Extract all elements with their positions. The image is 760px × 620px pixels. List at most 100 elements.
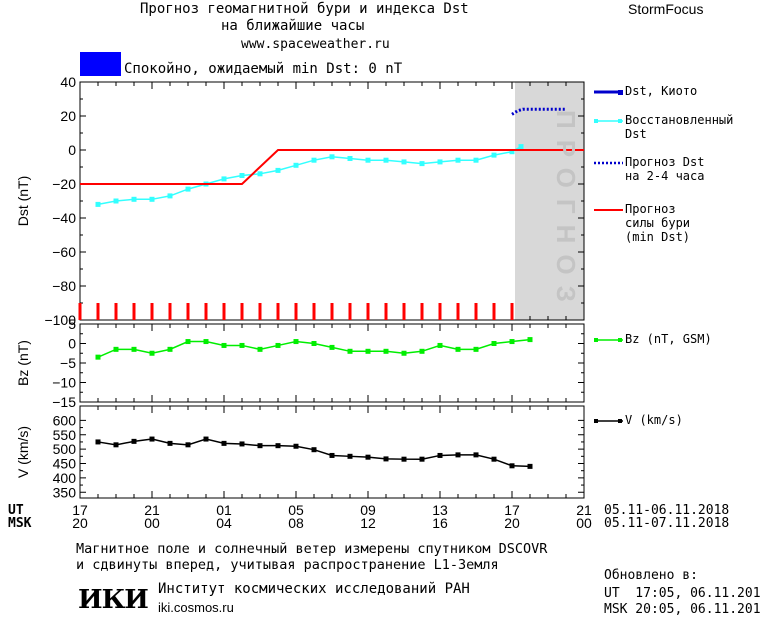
- ut-label: UT: [8, 503, 24, 518]
- bz-point: [221, 342, 227, 348]
- y-tick-label: −100: [44, 312, 76, 328]
- bz-point: [419, 348, 425, 354]
- dst-restored-point: [257, 171, 263, 177]
- updated-msk: MSK 20:05, 06.11.2018: [604, 602, 760, 617]
- legend-kyoto-swatch: [593, 84, 625, 98]
- footer-note-1: Магнитное поле и солнечный ветер измерен…: [76, 541, 548, 557]
- v-point: [437, 452, 443, 458]
- v-point: [401, 456, 407, 462]
- y-axis-label: Dst (nT): [15, 176, 31, 227]
- ut-tick-label: 21: [144, 502, 160, 518]
- bz-point: [203, 339, 209, 345]
- dst-restored-point: [329, 154, 335, 160]
- dst-restored-point: [221, 176, 227, 182]
- updated-ut: UT 17:05, 06.11.2018: [604, 586, 760, 601]
- y-tick-label: 450: [53, 456, 77, 472]
- legend-kyoto-label: Dst, Киото: [625, 84, 698, 98]
- dst-restored-point: [491, 152, 497, 158]
- legend-v-swatch: [593, 413, 625, 427]
- ut-tick-label: 05: [288, 502, 304, 518]
- msk-tick-label: 04: [216, 515, 232, 531]
- dst-restored-point: [185, 186, 191, 192]
- legend-v: V (km/s): [593, 413, 683, 427]
- v-point: [383, 456, 389, 462]
- forecast-zone: [515, 82, 584, 320]
- v-point: [527, 463, 533, 469]
- legend-storm-forecast: Прогноз силы бури (min Dst): [593, 202, 690, 244]
- v-point: [365, 454, 371, 460]
- v-point: [329, 452, 335, 458]
- legend-v-label: V (km/s): [625, 413, 683, 427]
- bz-point: [491, 341, 497, 346]
- dst-restored-point: [401, 159, 407, 165]
- dst-restored-point: [455, 157, 461, 163]
- y-tick-label: 500: [53, 441, 77, 457]
- dst-restored-point: [365, 157, 371, 163]
- dst-restored-point: [293, 162, 299, 168]
- dst-restored-point: [239, 173, 245, 178]
- msk-tick-label: 08: [288, 515, 304, 531]
- ut-tick-label: 13: [432, 502, 448, 518]
- ut-tick-label: 01: [216, 502, 232, 518]
- legend-forecast-swatch: [593, 155, 625, 169]
- bz-point: [275, 342, 281, 348]
- msk-tick-label: 00: [144, 515, 160, 531]
- dst-restored-point: [383, 157, 389, 163]
- v-point: [509, 463, 515, 469]
- legend-dst-forecast: Прогноз Dst на 2-4 часа: [593, 155, 704, 183]
- v-point: [203, 436, 209, 442]
- bz-point: [509, 339, 515, 345]
- v-line: [97, 438, 531, 468]
- msk-range: 05.11-07.11.2018: [604, 516, 730, 531]
- bz-point: [311, 341, 317, 346]
- bz-point: [293, 339, 299, 345]
- dst-restored-point: [347, 156, 353, 161]
- v-point: [167, 440, 173, 446]
- bz-point: [149, 350, 155, 356]
- msk-label: MSK: [8, 516, 32, 531]
- msk-tick-label: 20: [72, 515, 88, 531]
- legend-dst-restored: Восстановленный Dst: [593, 113, 733, 141]
- bz-panel-frame: [79, 323, 585, 403]
- institute-site[interactable]: iki.cosmos.ru: [158, 600, 234, 615]
- y-tick-label: −80: [52, 278, 76, 294]
- y-tick-label: −40: [52, 210, 76, 226]
- bz-point: [437, 342, 443, 348]
- y-tick-label: 20: [60, 108, 76, 124]
- v-point: [95, 439, 101, 445]
- msk-tick-label: 00: [576, 515, 592, 531]
- ut-range: 05.11-06.11.2018: [604, 503, 730, 518]
- y-tick-label: 350: [53, 484, 77, 500]
- y-tick-label: 600: [53, 412, 77, 428]
- legend-forecast-label: Прогноз Dst на 2-4 часа: [625, 155, 705, 183]
- y-tick-label: −15: [52, 394, 76, 410]
- dst-restored-point: [437, 159, 443, 165]
- dst-restored-point: [149, 196, 155, 202]
- dst-restored-point: [95, 201, 101, 207]
- institute-name: Институт космических исследований РАН: [158, 581, 470, 597]
- storm-forecast-line: [80, 149, 584, 185]
- bz-point: [131, 346, 137, 352]
- legend-dst-kyoto: Dst, Киото: [593, 84, 697, 98]
- legend-bz-label: Bz (nT, GSM): [625, 332, 712, 346]
- y-tick-label: −5: [60, 355, 76, 371]
- v-point: [275, 443, 281, 449]
- y-tick-label: 0: [68, 142, 76, 158]
- v-point: [149, 436, 155, 442]
- v-panel-frame: [79, 405, 585, 499]
- status-text: Спокойно, ожидаемый min Dst: 0 nT: [124, 61, 403, 77]
- site-url[interactable]: www.spaceweather.ru: [241, 37, 390, 52]
- legend-bz: Bz (nT, GSM): [593, 332, 712, 346]
- dst-restored-line: [97, 145, 522, 206]
- status-swatch: [80, 52, 121, 76]
- dst-restored-point: [131, 196, 137, 202]
- y-tick-label: 0: [68, 336, 76, 352]
- bz-point: [527, 337, 533, 343]
- y-tick-label: 400: [53, 470, 77, 486]
- v-point: [113, 442, 119, 448]
- bz-point: [455, 346, 461, 352]
- y-tick-label: −20: [52, 176, 76, 192]
- ut-tick-label: 17: [504, 502, 520, 518]
- dst-restored-point: [518, 144, 524, 150]
